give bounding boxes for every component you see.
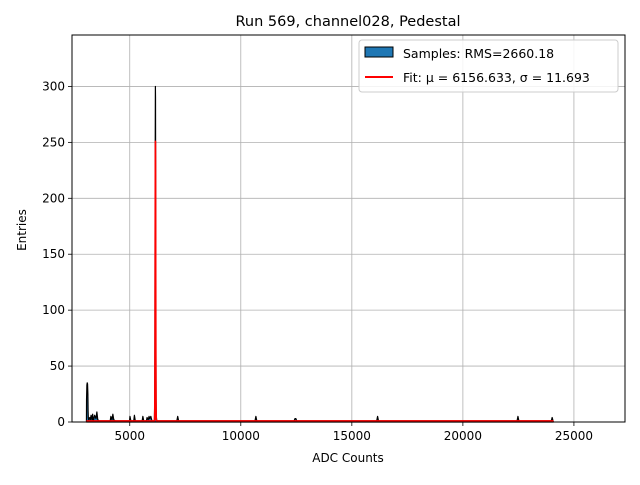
chart-title: Run 569, channel028, Pedestal (235, 14, 460, 30)
y-tick-label: 0 (57, 415, 65, 429)
legend-frame (358, 39, 619, 93)
x-tick-label: 5000 (114, 429, 145, 443)
x-tick-label: 10000 (222, 429, 260, 443)
plot-data (85, 85, 555, 423)
legend-label-samples: Samples: RMS=2660.18 (403, 46, 554, 61)
fit-curve (86, 140, 554, 422)
y-tick-label: 50 (50, 359, 65, 373)
x-axis-title: ADC Counts (312, 451, 384, 465)
legend-patch-samples (364, 46, 394, 58)
axis-ticks: 5000 10000 15000 20000 25000 0 50 100 150 200 250 3… (42, 79, 593, 443)
y-tick-label: 250 (42, 135, 65, 149)
x-tick-label: 25000 (555, 429, 593, 443)
y-tick-label: 100 (42, 303, 65, 317)
y-tick-label: 150 (42, 247, 65, 261)
histogram-samples (85, 85, 555, 423)
grid-lines (72, 35, 625, 423)
y-tick-label: 300 (42, 79, 65, 93)
legend-label-fit: Fit: μ = 6156.633, σ = 11.693 (403, 70, 590, 85)
y-axis-title: Entries (15, 209, 29, 251)
x-tick-label: 15000 (333, 429, 371, 443)
legend: Samples: RMS=2660.18 Fit: μ = 6156.633, … (358, 39, 619, 93)
plot-frame (71, 34, 626, 423)
x-tick-label: 20000 (444, 429, 482, 443)
y-tick-label: 200 (42, 191, 65, 205)
